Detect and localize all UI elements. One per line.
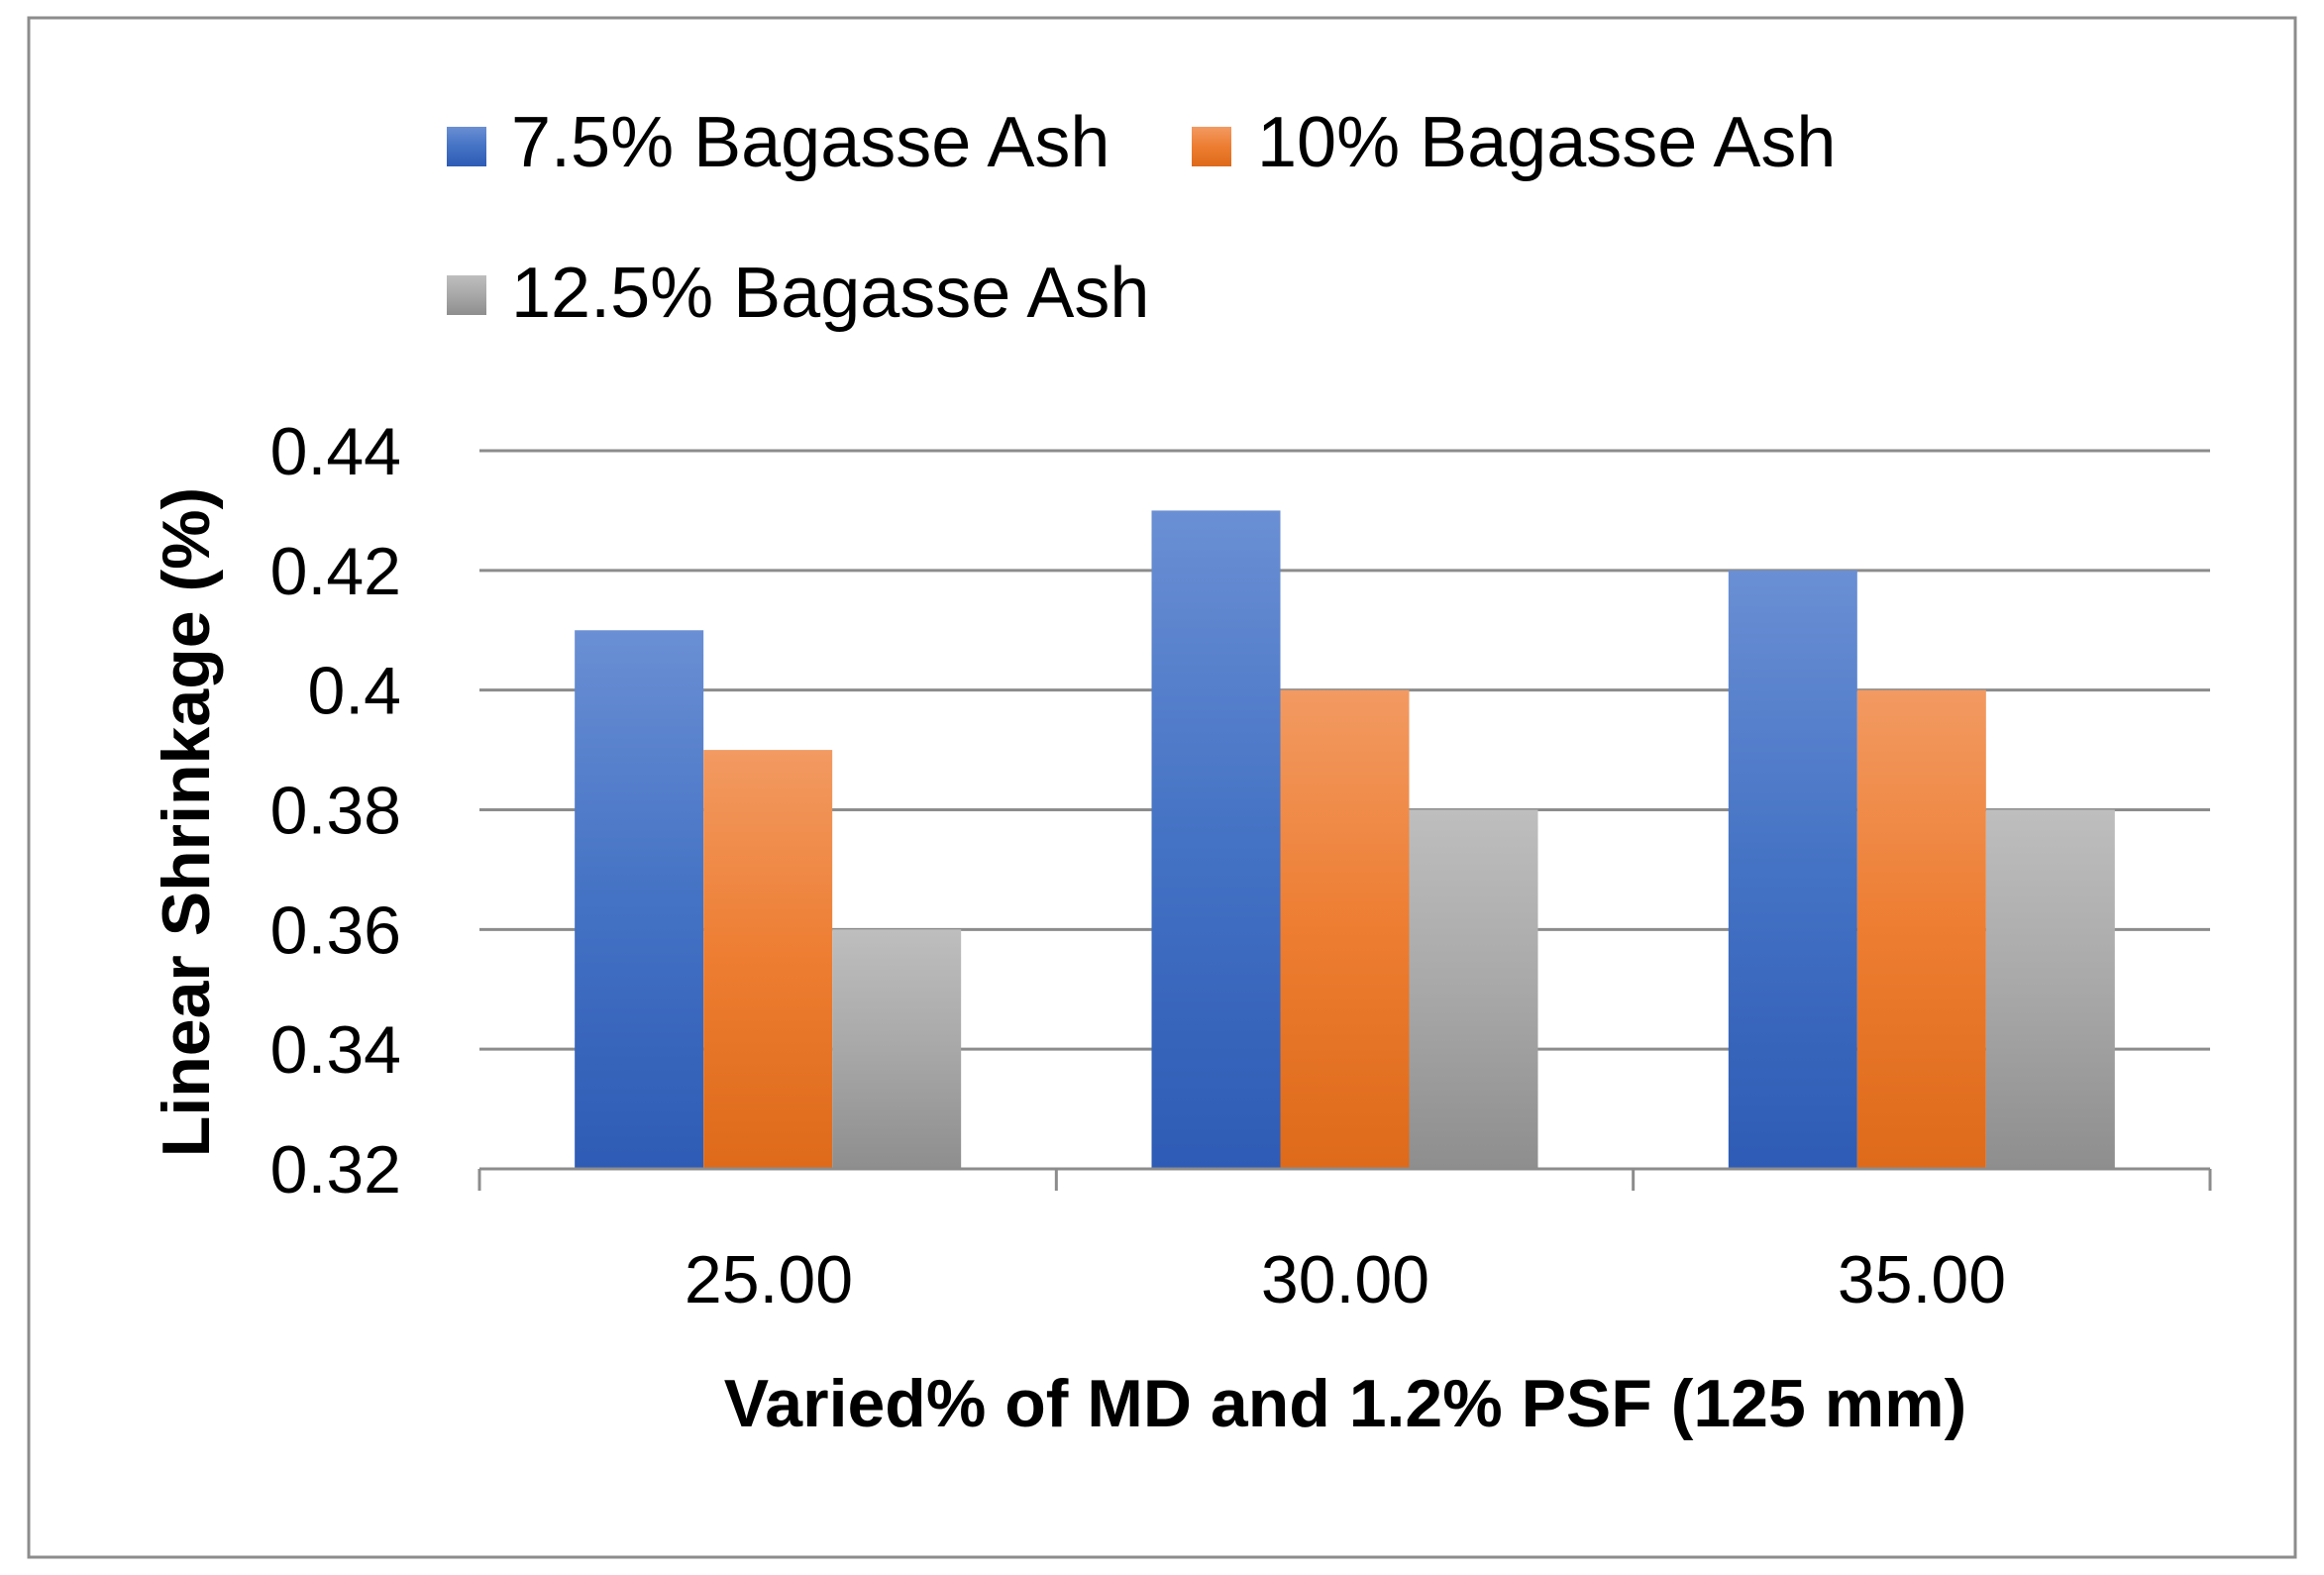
legend-label-0: 7.5% Bagasse Ash bbox=[511, 103, 1109, 182]
y-tick-label-3: 0.38 bbox=[270, 774, 401, 849]
y-tick-labels: 0.32 0.34 0.36 0.38 0.4 0.42 0.44 bbox=[270, 414, 401, 1208]
x-tick-label-1: 30.00 bbox=[1261, 1242, 1429, 1317]
y-tick-label-2: 0.36 bbox=[270, 892, 401, 968]
bar-1-2 bbox=[1856, 689, 1986, 1169]
legend-swatch-1 bbox=[1192, 127, 1231, 166]
x-tick-label-2: 35.00 bbox=[1838, 1242, 2006, 1317]
bar-2-0 bbox=[832, 929, 962, 1169]
y-tick-label-1: 0.34 bbox=[270, 1012, 401, 1088]
y-tick-label-0: 0.32 bbox=[270, 1132, 401, 1208]
bar-1-0 bbox=[703, 750, 833, 1169]
legend-label-1: 10% Bagasse Ash bbox=[1257, 103, 1836, 182]
legend-swatch-2 bbox=[447, 275, 486, 315]
bar-0-2 bbox=[1728, 570, 1857, 1169]
x-axis-title: Varied% of MD and 1.2% PSF (125 mm) bbox=[724, 1366, 1967, 1441]
y-axis-title: Linear Shrinkage (%) bbox=[149, 487, 224, 1157]
bars bbox=[575, 510, 2115, 1169]
legend: 7.5% Bagasse Ash 10% Bagasse Ash 12.5% B… bbox=[447, 103, 1836, 333]
bar-2-1 bbox=[1409, 809, 1538, 1169]
y-tick-label-6: 0.44 bbox=[270, 414, 401, 489]
bar-0-0 bbox=[575, 630, 704, 1169]
bar-1-1 bbox=[1280, 689, 1410, 1169]
legend-swatch-0 bbox=[447, 127, 486, 166]
legend-label-2: 12.5% Bagasse Ash bbox=[511, 254, 1149, 333]
bar-2-2 bbox=[1985, 809, 2115, 1169]
bar-0-1 bbox=[1151, 510, 1281, 1169]
y-tick-label-4: 0.4 bbox=[307, 654, 401, 729]
x-axis bbox=[477, 1167, 2212, 1191]
y-tick-label-5: 0.42 bbox=[270, 534, 401, 609]
x-tick-label-0: 25.00 bbox=[685, 1242, 853, 1317]
